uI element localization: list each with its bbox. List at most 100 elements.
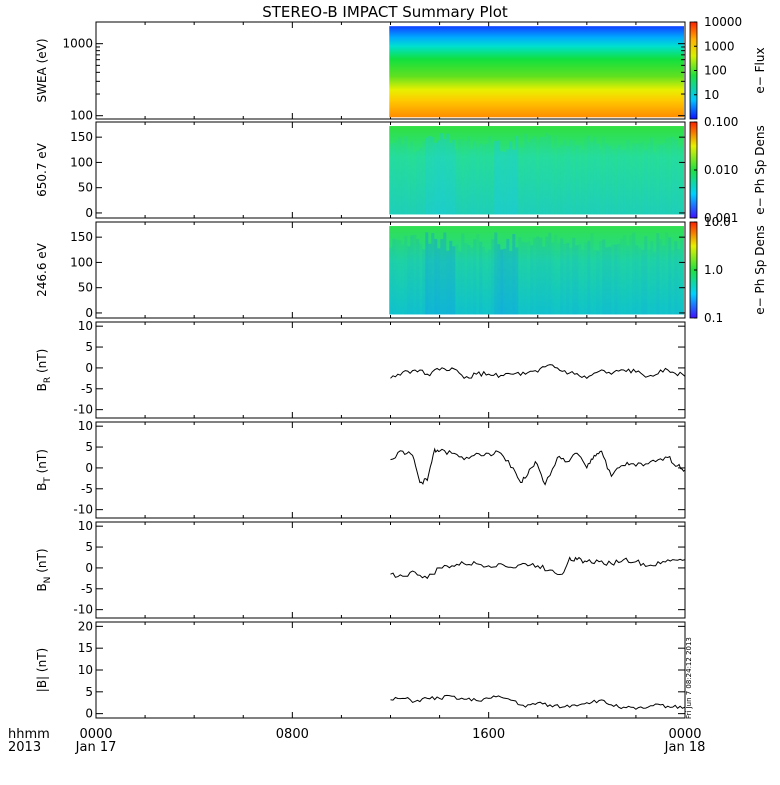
spectrogram-streak: [452, 246, 456, 315]
spectrogram-streak: [461, 138, 465, 215]
colorbar-label: e− Flux: [753, 47, 767, 93]
spectrogram-streak: [596, 250, 600, 315]
spectrogram-streak: [560, 145, 564, 215]
spectrogram-streak: [611, 149, 615, 215]
colorbar-tick-label: 10000: [704, 15, 742, 29]
spectrogram-streak: [482, 144, 486, 215]
y-tick-label: -10: [73, 503, 93, 517]
spectrogram-streak: [416, 150, 420, 215]
spectrogram-streak: [446, 250, 450, 315]
spectrogram-streak: [485, 252, 489, 315]
spectrogram-streak: [620, 238, 624, 315]
spectrogram-streak: [605, 247, 609, 315]
y-tick-label: 10: [78, 519, 93, 533]
spectrogram-streak: [542, 136, 546, 215]
spectrogram-streak: [605, 143, 609, 215]
colorbar-label: e− Ph Sp Dens: [753, 225, 767, 314]
spectrogram-streak: [404, 235, 408, 315]
spectrogram-streak: [629, 235, 633, 315]
colorbar-tick-label: 0.010: [704, 163, 738, 177]
spectrogram-streak: [494, 232, 498, 315]
spectrogram-streak: [659, 144, 663, 215]
generation-timestamp: Fri Jun 7 08:24:12 2013: [685, 637, 693, 719]
spectrogram-streak: [548, 232, 552, 315]
time-tick-label: 0800: [276, 727, 309, 742]
spectrogram-streak: [632, 232, 636, 315]
y-tick-label: 5: [85, 685, 93, 699]
spectrogram-streak: [575, 145, 579, 215]
spectrogram-streak: [497, 244, 501, 315]
spectrogram-streak: [608, 145, 612, 215]
y-tick-label: 5: [85, 440, 93, 454]
spectrogram-streak: [596, 143, 600, 215]
y-tick-label: 100: [70, 255, 93, 269]
spectrogram-streak: [641, 141, 645, 215]
spectrogram-streak: [524, 242, 528, 315]
spectrogram-streak: [491, 239, 495, 315]
y-tick-label: 10: [78, 319, 93, 333]
spectrogram-streak: [413, 152, 417, 215]
spectrogram-streak: [623, 234, 627, 315]
spectrogram-streak: [530, 138, 534, 215]
time-row-label: hhmm: [8, 727, 50, 742]
spectrogram-streak: [428, 136, 432, 215]
spectrogram-streak: [413, 234, 417, 315]
spectrogram-streak: [545, 132, 549, 215]
spectrogram-streak: [644, 236, 648, 315]
spectrogram-streak: [539, 137, 543, 215]
y-tick-label: 0: [85, 461, 93, 475]
spectrogram-streak: [557, 147, 561, 215]
spectrogram-streak: [614, 147, 618, 215]
spectrogram-streak: [434, 238, 438, 315]
spectrogram-streak: [485, 143, 489, 215]
spectrogram-streak: [509, 251, 513, 315]
spectrogram-streak: [569, 139, 573, 215]
y-tick-label: 100: [70, 109, 93, 123]
spectrogram-streak: [656, 144, 660, 215]
spectrogram-streak: [440, 239, 444, 315]
spectrogram-streak: [653, 152, 657, 215]
spectrogram-streak: [401, 244, 405, 315]
spectrogram-streak: [506, 149, 510, 215]
y-tick-label: 0: [85, 361, 93, 375]
spectrogram-streak: [521, 147, 525, 215]
y-tick-label: 10: [78, 663, 93, 677]
spectrogram-streak: [626, 245, 630, 315]
spectrogram-streak: [458, 139, 462, 215]
spectrogram-streak: [443, 139, 447, 215]
spectrogram-streak: [539, 237, 543, 315]
spectrogram-streak: [548, 135, 552, 215]
spectrogram-streak: [569, 247, 573, 315]
pitch-angle-spectrogram: [389, 226, 684, 315]
spectrogram-streak: [533, 136, 537, 215]
spectrogram-streak: [416, 239, 420, 315]
spectrogram-streak: [647, 143, 651, 215]
spectrogram-streak: [635, 143, 639, 215]
y-tick-label: -5: [81, 582, 93, 596]
spectrogram-streak: [503, 248, 507, 315]
y-tick-label: 1000: [62, 37, 93, 51]
spectrogram-streak: [467, 136, 471, 215]
y-tick-label: -10: [73, 403, 93, 417]
y-tick-label: 20: [78, 619, 93, 633]
spectrogram-streak: [449, 240, 453, 315]
spectrogram-streak: [659, 239, 663, 315]
spectrogram-streak: [488, 249, 492, 315]
spectrogram-streak: [422, 249, 426, 315]
spectrogram-streak: [494, 141, 498, 215]
spectrogram-streak: [647, 249, 651, 315]
spectrogram-streak: [635, 245, 639, 315]
spectrogram-streak: [425, 137, 429, 215]
spectrogram-streak: [419, 147, 423, 215]
spectrogram-streak: [617, 243, 621, 315]
spectrogram-streak: [437, 140, 441, 215]
spectrogram-streak: [479, 143, 483, 215]
spectrogram-streak: [392, 238, 396, 315]
spectrogram-streak: [536, 236, 540, 315]
spectrogram-streak: [599, 240, 603, 315]
spectrogram-streak: [674, 241, 678, 315]
spectrogram-streak: [653, 251, 657, 315]
spectrogram-streak: [395, 140, 399, 215]
spectrogram-streak: [644, 150, 648, 215]
